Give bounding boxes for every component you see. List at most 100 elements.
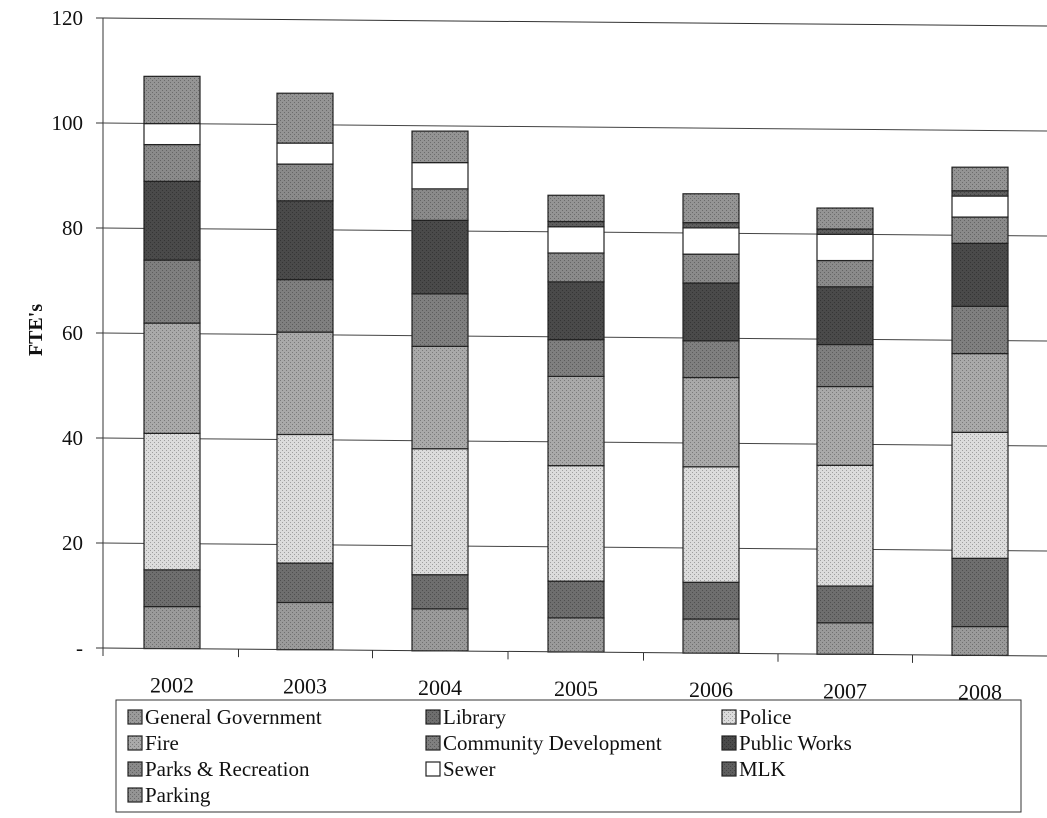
bar-segment-sewer [411, 162, 469, 190]
bar-segment-texture [144, 433, 200, 570]
bar-segment-texture [817, 386, 873, 466]
gridline [102, 122, 1047, 132]
bar-segment-texture [952, 558, 1008, 627]
bar-segment-texture [277, 279, 333, 333]
y-tick-label: 20 [62, 531, 83, 555]
bar-segment-texture [683, 283, 739, 341]
y-tick-label: 80 [62, 216, 83, 240]
y-tick-label: 100 [52, 111, 84, 135]
bar-segment-texture [952, 353, 1008, 433]
bar-segment-texture [952, 432, 1008, 559]
bar-segment-texture [277, 332, 333, 435]
legend-label: Sewer [443, 757, 495, 781]
x-category-label: 2005 [554, 676, 598, 701]
y-axis-title: FTE's [25, 304, 47, 356]
bar-segment-texture [683, 619, 739, 654]
bar-segment-texture [952, 626, 1008, 656]
bar-segment-texture [952, 243, 1008, 307]
legend: General Government Library Police Fire Commu… [115, 699, 1022, 813]
bar-segment-texture [144, 144, 200, 182]
bar-segment-texture [277, 563, 333, 603]
bar-segment-texture [277, 164, 333, 201]
bar-segment-texture [144, 323, 200, 434]
bar-segment-texture [952, 306, 1008, 354]
bar-segment-texture [683, 466, 739, 583]
bar-segment-sewer [951, 195, 1009, 218]
bar-segment-texture [548, 581, 604, 618]
bar-segment-texture [548, 465, 604, 582]
bar-segment-texture [144, 260, 200, 324]
bar-segment-sewer [816, 233, 874, 262]
bar-segment-texture [683, 582, 739, 620]
bar-segment-texture [817, 586, 873, 623]
bar-segment-texture [548, 221, 604, 227]
bar-segment-texture [817, 286, 873, 345]
x-category-label: 2007 [823, 678, 867, 703]
legend-label: General Government [145, 705, 322, 729]
bar-segment-sewer [682, 227, 740, 255]
bar-segment-texture [683, 254, 739, 284]
bar-segment-texture [412, 608, 468, 651]
x-category-label: 2004 [418, 675, 462, 700]
bar-segment-texture [683, 377, 739, 467]
bar-segment-texture [817, 229, 873, 235]
legend-label: Police [739, 705, 792, 729]
legend-label: Parks & Recreation [145, 757, 310, 781]
bar-segment-texture [412, 220, 468, 294]
legend-swatch-texture [722, 736, 736, 750]
bar-segment-texture [817, 465, 873, 587]
legend-label: Community Development [443, 731, 662, 755]
bar-segment-texture [548, 617, 604, 653]
legend-swatch-texture [722, 762, 736, 776]
bar-segment-texture [548, 281, 604, 340]
legend-swatch-texture [128, 736, 142, 750]
bar-segment-texture [683, 340, 739, 378]
bar-segment-texture [412, 293, 468, 347]
bar-segment-texture [144, 569, 200, 607]
bar-segment-texture [817, 344, 873, 387]
legend-label: Fire [145, 731, 179, 755]
plot-top-border [102, 17, 1047, 27]
legend-swatch-texture [426, 710, 440, 724]
bar-segment-sewer [276, 142, 334, 165]
bar-segment-texture [683, 222, 739, 228]
bar-segment-texture [952, 217, 1008, 244]
bar-segment-texture [952, 190, 1008, 197]
bar-segment-texture [548, 253, 604, 282]
bar-segment-texture [817, 622, 873, 655]
y-tick-label: 40 [62, 426, 83, 450]
bar-segment-texture [952, 167, 1008, 191]
legend-label: Public Works [739, 731, 852, 755]
bar-segment-sewer [547, 226, 605, 254]
x-axis-line [102, 647, 1047, 657]
bar-segment-texture [548, 376, 604, 466]
legend-label: Parking [145, 783, 211, 807]
bars [143, 75, 1009, 657]
legend-swatch-texture [426, 736, 440, 750]
legend-swatch-texture [722, 710, 736, 724]
y-tick-label: 60 [62, 321, 83, 345]
bar-segment-texture [817, 208, 873, 230]
legend-label: MLK [739, 757, 786, 781]
x-category-label: 2003 [283, 674, 327, 699]
legend-swatch [425, 761, 441, 777]
x-category-label: 2002 [150, 673, 194, 698]
bar-segment-texture [683, 193, 739, 223]
legend-box [115, 699, 1022, 813]
bar-segment-texture [548, 195, 604, 222]
legend-swatch-texture [128, 710, 142, 724]
legend-swatch-texture [128, 762, 142, 776]
bar-segment-texture [548, 339, 604, 377]
bar-segment-texture [412, 346, 468, 449]
bar-segment-texture [412, 448, 468, 575]
bar-segment-texture [412, 188, 468, 221]
y-tick-label: - [76, 636, 83, 660]
bar-segment-texture [144, 606, 200, 649]
bar-segment-texture [412, 574, 468, 609]
legend-swatch-texture [128, 788, 142, 802]
bar-segment-texture [277, 93, 333, 144]
bar-segment-texture [144, 76, 200, 124]
bar-segment-texture [277, 200, 333, 280]
